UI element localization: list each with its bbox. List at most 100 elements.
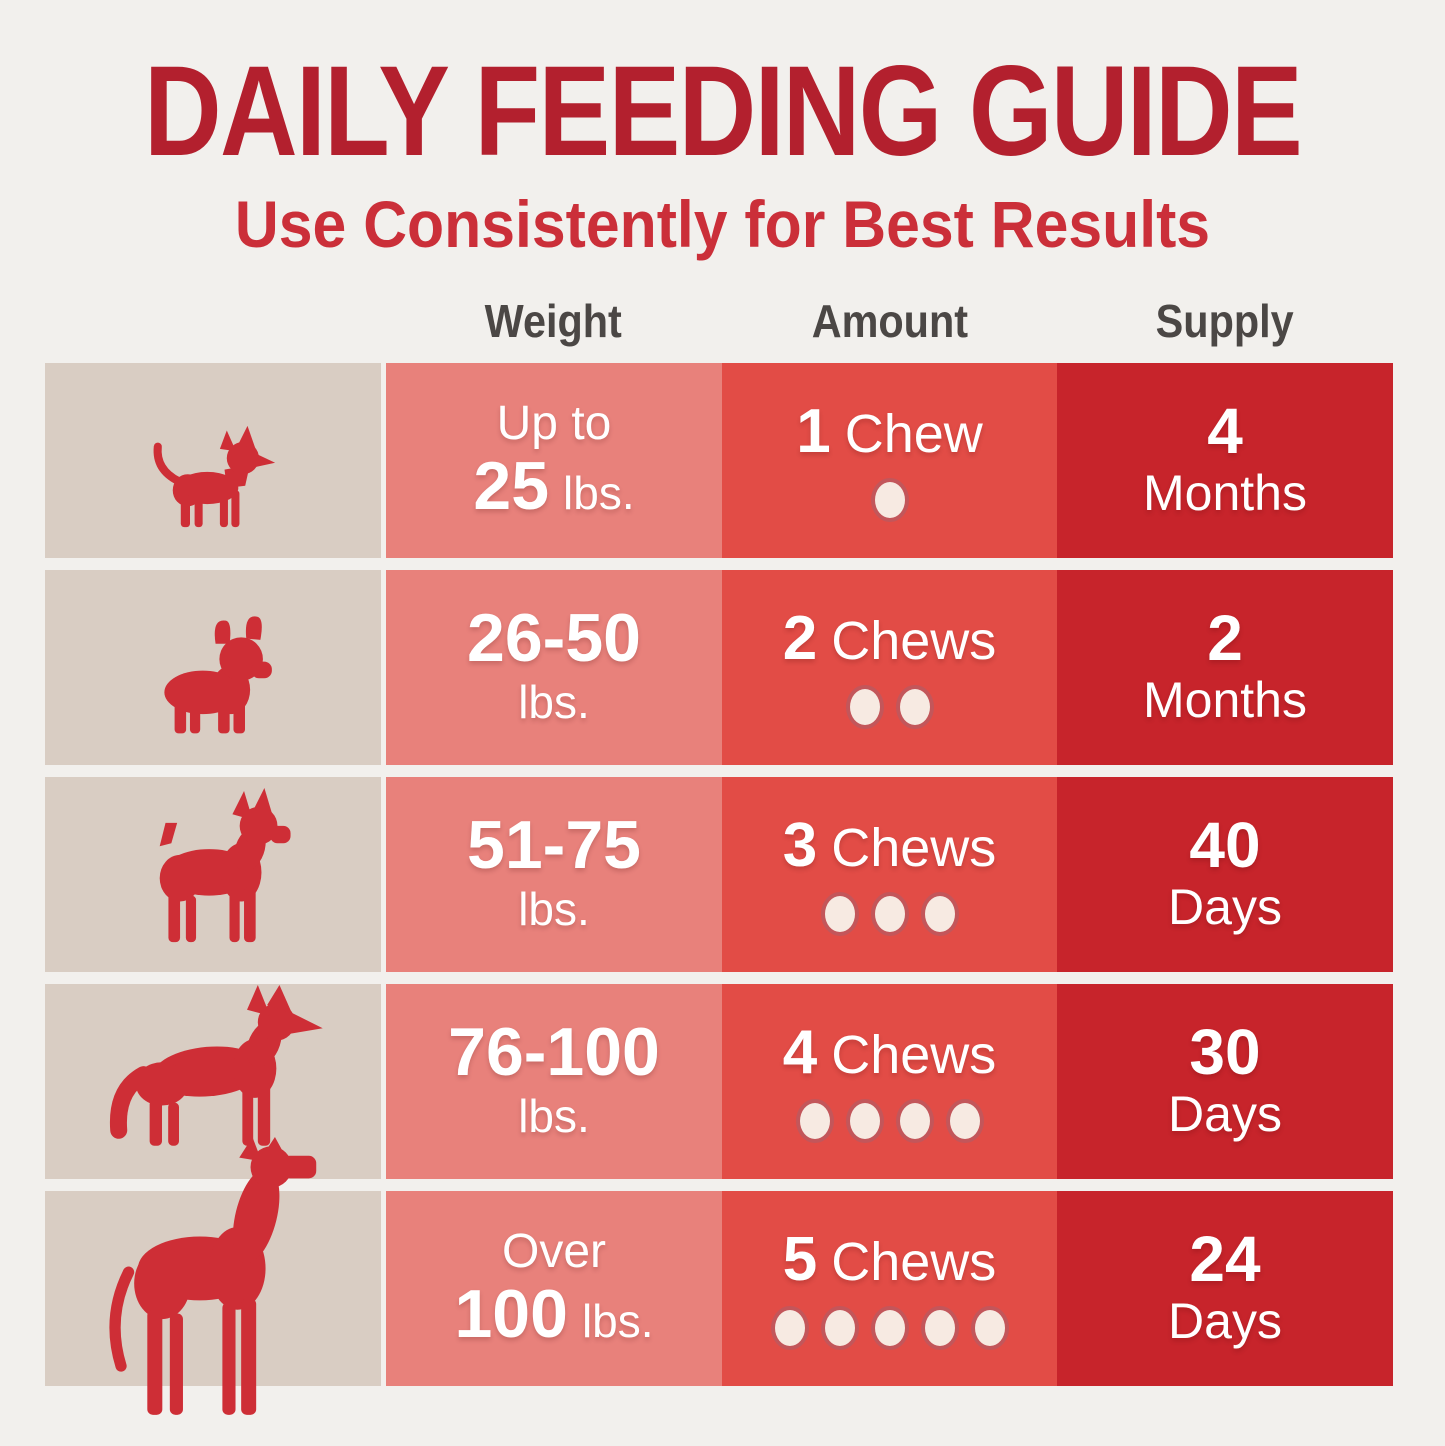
german-shepherd-icon <box>109 985 323 1146</box>
chew-dots <box>865 478 915 523</box>
column-header-amount: Amount <box>811 295 968 347</box>
supply-number: 2 <box>1207 602 1243 675</box>
column-header-supply: Supply <box>1156 295 1295 347</box>
chew-dot <box>895 685 934 730</box>
dog-cell <box>45 984 381 1179</box>
supply-number: 24 <box>1189 1223 1261 1296</box>
page-title: DAILY FEEDING GUIDE <box>144 40 1303 183</box>
table-row: 51-75 lbs. 3 Chews 40 Days <box>45 777 1393 972</box>
weight-number: 76-100 <box>448 1014 660 1091</box>
weight-unit: lbs. <box>518 1090 590 1143</box>
weight-value: 25 lbs. <box>473 448 635 525</box>
great-dane-icon <box>109 1137 317 1415</box>
feeding-table: Up to 25 lbs. 1 Chew 4 Months <box>45 363 1393 1415</box>
weight-value: 76-100 <box>448 1014 660 1091</box>
weight-prefix: Over <box>501 1225 606 1279</box>
chew-dot <box>870 892 909 937</box>
dog-cell <box>45 363 381 558</box>
amount-cell: 3 Chews <box>722 777 1057 972</box>
weight-cell: Over 100 lbs. <box>386 1191 722 1386</box>
amount-number: 3 <box>782 810 818 880</box>
amount-value: 1 Chew <box>796 399 983 464</box>
amount-cell: 5 Chews <box>722 1191 1057 1386</box>
weight-number: 51-75 <box>467 807 641 884</box>
weight-cell: Up to 25 lbs. <box>386 363 722 558</box>
chew-dots <box>790 1099 990 1144</box>
chew-dot <box>820 892 859 937</box>
amount-label: Chew <box>844 403 983 464</box>
weight-unit: lbs. <box>563 467 635 520</box>
amount-label: Chews <box>831 1024 997 1085</box>
dog-cell <box>45 570 381 765</box>
supply-cell: 30 Days <box>1057 984 1393 1179</box>
weight-unit: lbs. <box>581 1295 654 1348</box>
weight-value: 26-50 <box>467 600 641 677</box>
column-header-weight: Weight <box>485 295 623 347</box>
dog-cell <box>45 1137 381 1415</box>
table-row: Up to 25 lbs. 1 Chew 4 Months <box>45 363 1393 558</box>
weight-unit: lbs. <box>518 883 590 936</box>
chew-dot <box>895 1099 934 1144</box>
supply-number: 30 <box>1189 1016 1261 1089</box>
weight-prefix: Up to <box>496 397 612 451</box>
amount-number: 4 <box>782 1017 818 1087</box>
supply-cell: 24 Days <box>1057 1191 1393 1386</box>
chew-dot <box>795 1099 834 1144</box>
supply-unit: Days <box>1168 879 1282 936</box>
supply-number: 4 <box>1207 395 1243 468</box>
chew-dot <box>920 892 959 937</box>
weight-cell: 51-75 lbs. <box>386 777 722 972</box>
weight-unit: lbs. <box>518 676 590 729</box>
weight-value: 51-75 <box>467 807 641 884</box>
amount-label: Chews <box>831 610 997 671</box>
chew-dot <box>770 1306 809 1351</box>
supply-unit: Days <box>1168 1086 1282 1143</box>
french-bulldog-icon <box>164 616 272 734</box>
chew-dot <box>920 1306 959 1351</box>
amount-value: 3 Chews <box>783 813 997 878</box>
supply-cell: 2 Months <box>1057 570 1393 765</box>
page-subtitle: Use Consistently for Best Results <box>234 187 1211 261</box>
supply-unit: Months <box>1143 672 1307 729</box>
chihuahua-icon <box>153 425 276 528</box>
amount-label: Chews <box>831 817 997 878</box>
amount-value: 4 Chews <box>783 1020 997 1085</box>
weight-cell: 76-100 lbs. <box>386 984 722 1179</box>
amount-cell: 2 Chews <box>722 570 1057 765</box>
chew-dot <box>820 1306 859 1351</box>
weight-number: 25 <box>473 448 550 525</box>
chew-dots <box>765 1306 1015 1351</box>
table-row: 26-50 lbs. 2 Chews 2 Months <box>45 570 1393 765</box>
weight-cell: 26-50 lbs. <box>386 570 722 765</box>
amount-label: Chews <box>831 1231 997 1292</box>
chew-dot <box>970 1306 1009 1351</box>
column-headers: Weight Amount Supply <box>45 294 1393 348</box>
weight-value: 100 lbs. <box>454 1276 654 1353</box>
amount-value: 5 Chews <box>783 1227 997 1292</box>
weight-number: 100 <box>454 1276 568 1353</box>
dog-cell <box>45 777 381 972</box>
chew-dots <box>840 685 940 730</box>
amount-cell: 1 Chew <box>722 363 1057 558</box>
boxer-icon <box>159 788 291 943</box>
supply-cell: 40 Days <box>1057 777 1393 972</box>
chew-dot <box>870 478 909 523</box>
amount-number: 2 <box>782 603 818 673</box>
chew-dot <box>845 1099 884 1144</box>
supply-unit: Days <box>1168 1293 1282 1350</box>
chew-dot <box>870 1306 909 1351</box>
chew-dot <box>845 685 884 730</box>
table-row: Over 100 lbs. 5 Chews 24 Days <box>45 1137 1393 1415</box>
chew-dot <box>945 1099 984 1144</box>
amount-number: 5 <box>782 1224 818 1294</box>
supply-cell: 4 Months <box>1057 363 1393 558</box>
supply-unit: Months <box>1143 465 1307 522</box>
amount-value: 2 Chews <box>783 606 997 671</box>
amount-cell: 4 Chews <box>722 984 1057 1179</box>
weight-number: 26-50 <box>467 600 641 677</box>
chew-dots <box>815 892 965 937</box>
supply-number: 40 <box>1189 809 1261 882</box>
amount-number: 1 <box>796 396 831 466</box>
table-row: 76-100 lbs. 4 Chews 30 Days <box>45 984 1393 1179</box>
